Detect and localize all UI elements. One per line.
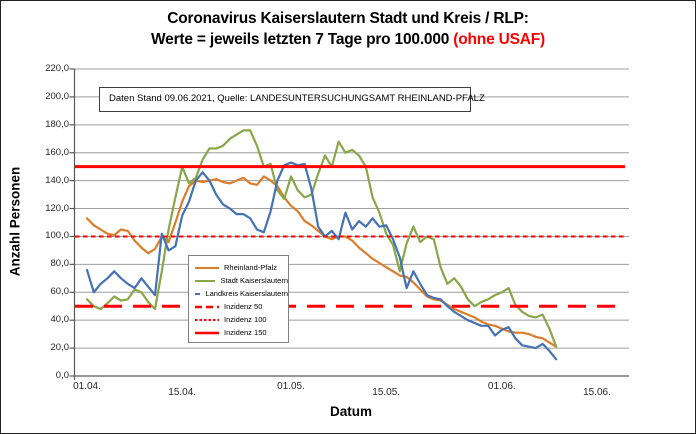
x-tick-label: 15.04. [168, 387, 197, 398]
legend-item-label: Landkreis Kaiserslautern [205, 289, 288, 298]
y-tick-label: 20,0 [50, 342, 70, 354]
chart-title-line1: Coronavirus Kaiserslautern Stadt und Kre… [167, 10, 529, 27]
y-tick-label: 220,0 [45, 63, 69, 74]
legend-item-label: Inzidenz 100 [224, 315, 267, 324]
legend-line-sample [195, 331, 219, 334]
legend-item: Stadt Kaiserslautern [195, 274, 288, 287]
legend-line-sample [195, 318, 219, 321]
series-line-stadt-kaiserslautern [85, 129, 558, 348]
legend-item-label: Inzidenz 150 [224, 328, 267, 337]
chart-title-line2: Werte = jeweils letzten 7 Tage pro 100.0… [1, 29, 695, 50]
y-tick-label: 120,0 [45, 202, 69, 214]
legend-item: Inzidenz 100 [195, 313, 288, 326]
y-tick-label: 100,0 [45, 230, 69, 242]
legend-item: Inzidenz 50 [195, 300, 288, 313]
legend-line-sample [195, 292, 201, 295]
legend-item: Rheinland-Pfalz [195, 261, 288, 274]
y-tick-label: 160,0 [45, 146, 69, 158]
y-tick-label: 0,0 [55, 370, 69, 381]
y-tick-label: 180,0 [45, 118, 69, 130]
legend-item-label: Stadt Kaiserslautern [220, 276, 288, 285]
legend-item-label: Rheinland-Pfalz [224, 263, 277, 272]
legend-item-label: Inzidenz 50 [224, 302, 263, 311]
legend-line-sample [195, 279, 216, 282]
legend-item: Inzidenz 150 [195, 326, 288, 339]
chart-title: Coronavirus Kaiserslautern Stadt und Kre… [1, 8, 695, 50]
x-tick-label: 01.06. [487, 381, 516, 392]
x-tick-label: 15.05. [372, 387, 401, 398]
x-tick-label: 01.04. [73, 381, 101, 392]
data-status-note: Daten Stand 09.06.2021, Quelle: LANDESUN… [99, 87, 485, 112]
x-tick-label: 15.06. [583, 387, 611, 398]
y-tick-label: 200,0 [45, 90, 69, 102]
chart-title-line2-text: Werte = jeweils letzten 7 Tage pro 100.0… [151, 31, 454, 48]
legend-line-sample [195, 266, 219, 269]
chart-title-usaf-note: (ohne USAF) [453, 31, 545, 48]
legend-item: Landkreis Kaiserslautern [195, 287, 288, 300]
y-tick-label: 80,0 [50, 258, 70, 270]
series-line-landkreis-kaiserslautern [85, 161, 558, 361]
legend-line-sample [195, 305, 219, 308]
y-axis-title: Anzahl Personen [7, 166, 23, 277]
y-tick-label: 60,0 [50, 286, 70, 298]
series-line-rheinland-pfalz [85, 175, 558, 348]
chart-legend: Rheinland-Pfalz Stadt Kaiserslautern Landk… [188, 255, 289, 343]
x-axis-title: Datum [329, 404, 372, 419]
y-tick-label: 140,0 [45, 174, 69, 186]
x-tick-label: 01.05. [277, 381, 305, 392]
y-tick-label: 40,0 [50, 314, 70, 326]
